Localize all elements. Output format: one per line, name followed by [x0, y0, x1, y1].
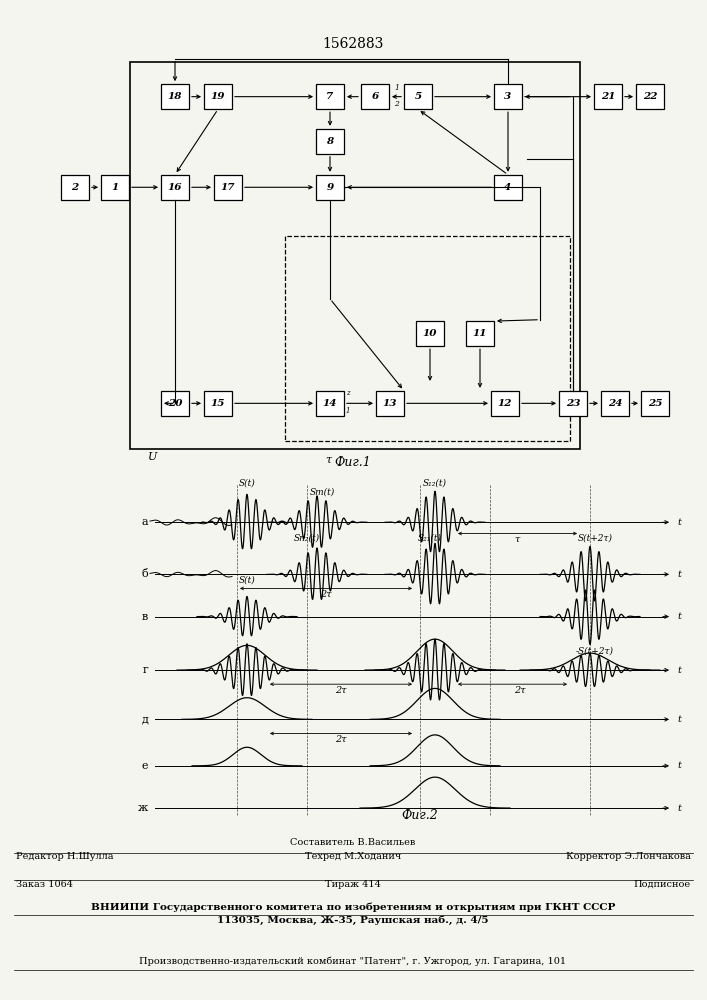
Text: Тираж 414: Тираж 414 — [325, 880, 381, 889]
Text: 1: 1 — [394, 84, 399, 92]
Text: t: t — [677, 518, 681, 527]
Text: τ: τ — [325, 455, 332, 465]
Text: 2τ: 2τ — [514, 686, 526, 695]
Text: ж: ж — [138, 803, 148, 813]
Text: 22: 22 — [643, 92, 658, 101]
Text: 4: 4 — [504, 183, 512, 192]
Text: t: t — [677, 715, 681, 724]
Text: Sn₂(t): Sn₂(t) — [294, 534, 320, 543]
Bar — [161, 84, 189, 109]
Bar — [204, 391, 232, 416]
Bar — [285, 236, 570, 441]
Bar — [101, 175, 129, 200]
Bar — [559, 391, 587, 416]
Text: t: t — [677, 666, 681, 675]
Text: 18: 18 — [168, 92, 182, 101]
Text: t: t — [677, 761, 681, 770]
Text: 1: 1 — [112, 183, 119, 192]
Bar — [641, 391, 669, 416]
Text: 20: 20 — [168, 399, 182, 408]
Text: Техред М.Ходанич: Техред М.Ходанич — [305, 852, 401, 861]
Text: 7: 7 — [327, 92, 334, 101]
Text: 113035, Москва, Ж-35, Раушская наб., д. 4/5: 113035, Москва, Ж-35, Раушская наб., д. … — [217, 915, 489, 925]
Text: 1562883: 1562883 — [322, 37, 384, 51]
Text: τ: τ — [515, 535, 520, 544]
Text: t: t — [677, 570, 681, 579]
Text: Корректор Э.Лончакова: Корректор Э.Лончакова — [566, 852, 691, 861]
Text: Подписное: Подписное — [634, 880, 691, 889]
Text: 14: 14 — [323, 399, 337, 408]
Text: 13: 13 — [382, 399, 397, 408]
Text: U: U — [148, 452, 158, 462]
Text: 1: 1 — [346, 407, 351, 415]
Bar — [204, 84, 232, 109]
Text: 21: 21 — [601, 92, 615, 101]
Text: t: t — [677, 804, 681, 813]
Text: 10: 10 — [423, 329, 437, 338]
Text: 2: 2 — [394, 100, 399, 108]
Bar — [316, 129, 344, 154]
Text: 16: 16 — [168, 183, 182, 192]
Text: S(t+2τ): S(t+2τ) — [578, 534, 612, 543]
Text: ВНИИПИ Государственного комитета по изобретениям и открытиям при ГКНТ СССР: ВНИИПИ Государственного комитета по изоб… — [90, 903, 615, 912]
Text: 19: 19 — [211, 92, 226, 101]
Text: 8: 8 — [327, 137, 334, 146]
Bar — [416, 321, 444, 346]
Text: 12: 12 — [498, 399, 513, 408]
Bar — [466, 321, 494, 346]
Text: д: д — [141, 714, 148, 724]
Text: t: t — [677, 612, 681, 621]
Text: 25: 25 — [648, 399, 662, 408]
Text: Sm(t): Sm(t) — [310, 487, 334, 496]
Text: 15: 15 — [211, 399, 226, 408]
Bar — [601, 391, 629, 416]
Text: 5: 5 — [414, 92, 421, 101]
Text: Составитель В.Васильев: Составитель В.Васильев — [291, 838, 416, 847]
Bar — [594, 84, 622, 109]
Text: 24: 24 — [608, 399, 622, 408]
Text: S(t): S(t) — [239, 479, 255, 488]
Text: в: в — [141, 612, 148, 622]
Text: 2τ: 2τ — [334, 735, 346, 744]
Text: 6: 6 — [371, 92, 379, 101]
Text: Производственно-издательский комбинат "Патент", г. Ужгород, ул. Гагарина, 101: Производственно-издательский комбинат "П… — [139, 957, 566, 966]
Text: Заказ 1064: Заказ 1064 — [16, 880, 73, 889]
Bar — [404, 84, 432, 109]
Bar — [376, 391, 404, 416]
Bar — [494, 175, 522, 200]
Bar — [214, 175, 242, 200]
Bar — [130, 62, 580, 449]
Bar — [161, 175, 189, 200]
Text: 3: 3 — [504, 92, 512, 101]
Bar — [316, 391, 344, 416]
Text: 17: 17 — [221, 183, 235, 192]
Text: -S(t+2τ): -S(t+2τ) — [576, 646, 614, 655]
Bar — [636, 84, 664, 109]
Text: Фиг.1: Фиг.1 — [334, 456, 371, 469]
Bar — [61, 175, 89, 200]
Bar — [491, 391, 519, 416]
Text: S₂₁(t): S₂₁(t) — [418, 534, 442, 543]
Bar — [494, 84, 522, 109]
Text: 9: 9 — [327, 183, 334, 192]
Text: z: z — [346, 389, 350, 397]
Text: г: г — [142, 665, 148, 675]
Bar — [361, 84, 389, 109]
Text: 2τ: 2τ — [320, 590, 332, 599]
Text: б: б — [141, 569, 148, 579]
Bar — [316, 175, 344, 200]
Text: а: а — [141, 517, 148, 527]
Bar — [316, 84, 344, 109]
Bar — [161, 391, 189, 416]
Text: е: е — [141, 761, 148, 771]
Text: Редактор Н.Шулла: Редактор Н.Шулла — [16, 852, 114, 861]
Text: 11: 11 — [473, 329, 487, 338]
Text: S₁₂(t): S₁₂(t) — [423, 479, 447, 488]
Text: Фиг.2: Фиг.2 — [402, 809, 438, 822]
Text: 2: 2 — [71, 183, 78, 192]
Text: 2τ: 2τ — [334, 686, 346, 695]
Text: S(t): S(t) — [239, 576, 255, 585]
Text: 23: 23 — [566, 399, 580, 408]
